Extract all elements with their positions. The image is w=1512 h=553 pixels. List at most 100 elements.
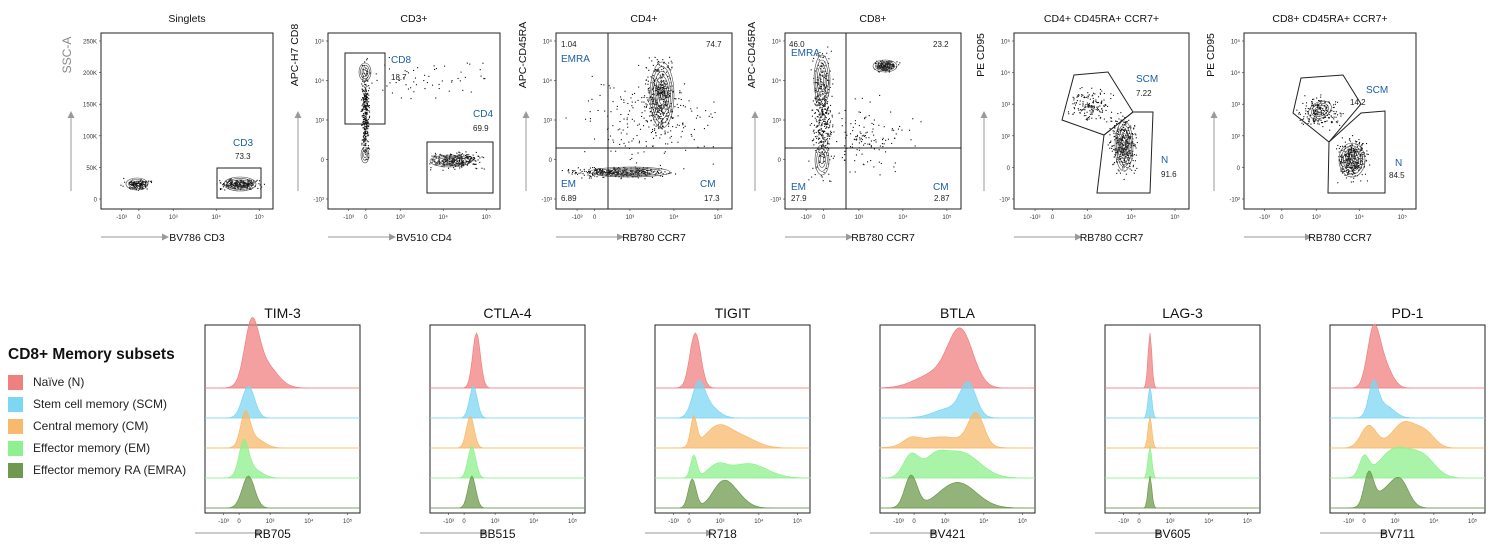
event-dot [1357, 165, 1359, 167]
event-dot [677, 141, 679, 143]
event-dot [662, 73, 664, 75]
event-dot [1079, 103, 1081, 105]
event-dot [809, 124, 811, 126]
event-dot [1347, 173, 1349, 175]
event-dot [625, 171, 627, 173]
event-dot [822, 53, 824, 55]
event-dot [859, 137, 861, 139]
event-dot [1366, 160, 1368, 162]
event-dot [1361, 158, 1363, 160]
density-contour [1117, 129, 1131, 164]
event-dot [369, 148, 371, 150]
event-dot [1117, 139, 1119, 141]
x-tick-label: 10³ [169, 215, 178, 221]
event-dot [588, 169, 590, 171]
event-dot [362, 105, 364, 107]
event-dot [838, 112, 840, 114]
event-dot [601, 170, 603, 172]
event-dot [245, 186, 247, 188]
y-axis-label: APC-CD45RA [746, 22, 758, 89]
event-dot [1339, 112, 1341, 114]
event-dot [1347, 159, 1349, 161]
event-dot [1109, 142, 1111, 144]
event-dot [820, 86, 822, 88]
histogram-curve-effector [880, 474, 1035, 509]
event-dot [659, 74, 661, 76]
event-dot [362, 150, 364, 152]
event-dot [822, 119, 824, 121]
event-dot [581, 177, 583, 179]
event-dot [364, 83, 366, 85]
event-dot [816, 100, 818, 102]
gate-name: CD3 [233, 138, 253, 149]
event-dot [151, 180, 153, 182]
event-dot [850, 146, 852, 148]
event-dot [819, 117, 821, 119]
event-dot [812, 139, 814, 141]
event-dot [1117, 141, 1119, 143]
event-dot [871, 131, 873, 133]
y-tick-label: 10⁴ [315, 78, 325, 85]
event-dot [1129, 157, 1131, 159]
event-dot [362, 99, 364, 101]
event-dot [1087, 104, 1089, 106]
event-dot [451, 164, 453, 166]
event-dot [1348, 171, 1350, 173]
event-dot [1093, 108, 1095, 110]
event-dot [1128, 150, 1130, 152]
event-dot [1352, 155, 1354, 157]
event-dot [1360, 145, 1362, 147]
event-dot [1347, 153, 1349, 155]
event-dot [1361, 153, 1363, 155]
event-dot [465, 154, 467, 156]
event-dot [623, 101, 625, 103]
event-dot [589, 175, 591, 177]
event-dot [1312, 105, 1314, 107]
event-dot [854, 139, 856, 141]
event-dot [880, 163, 882, 165]
event-dot [227, 181, 229, 183]
event-dot [818, 132, 820, 134]
event-dot [652, 114, 654, 116]
event-dot [1339, 161, 1341, 163]
event-dot [1322, 117, 1324, 119]
event-dot [480, 75, 482, 77]
event-dot [1323, 117, 1325, 119]
event-dot [230, 183, 232, 185]
event-dot [1357, 161, 1359, 163]
event-dot [364, 106, 366, 108]
event-dot [899, 125, 901, 127]
event-dot [616, 172, 618, 174]
event-dot [878, 66, 880, 68]
event-dot [1305, 113, 1307, 115]
event-dot [824, 103, 826, 105]
event-dot [626, 123, 628, 125]
event-dot [1127, 141, 1129, 143]
event-dot [442, 169, 444, 171]
event-dot [818, 160, 820, 162]
event-dot [1362, 143, 1364, 145]
event-dot [624, 173, 626, 175]
event-dot [819, 119, 821, 121]
event-dot [146, 181, 148, 183]
x-tick-label: 0 [912, 519, 916, 525]
event-dot [142, 182, 144, 184]
density-contour [437, 157, 463, 165]
event-dot [814, 97, 816, 99]
event-dot [649, 107, 651, 109]
event-dot [654, 70, 656, 72]
event-dot [817, 109, 819, 111]
event-dot [619, 170, 621, 172]
event-dot [568, 172, 570, 174]
event-dot [465, 157, 467, 159]
event-dot [235, 180, 237, 182]
event-dot [452, 162, 454, 164]
event-dot [1337, 114, 1339, 116]
event-dot [1084, 105, 1086, 107]
event-dot [251, 187, 253, 189]
event-dot [820, 56, 822, 58]
event-dot [883, 143, 885, 145]
event-dot [362, 114, 364, 116]
density-contour [649, 61, 675, 129]
event-dot [601, 171, 603, 173]
